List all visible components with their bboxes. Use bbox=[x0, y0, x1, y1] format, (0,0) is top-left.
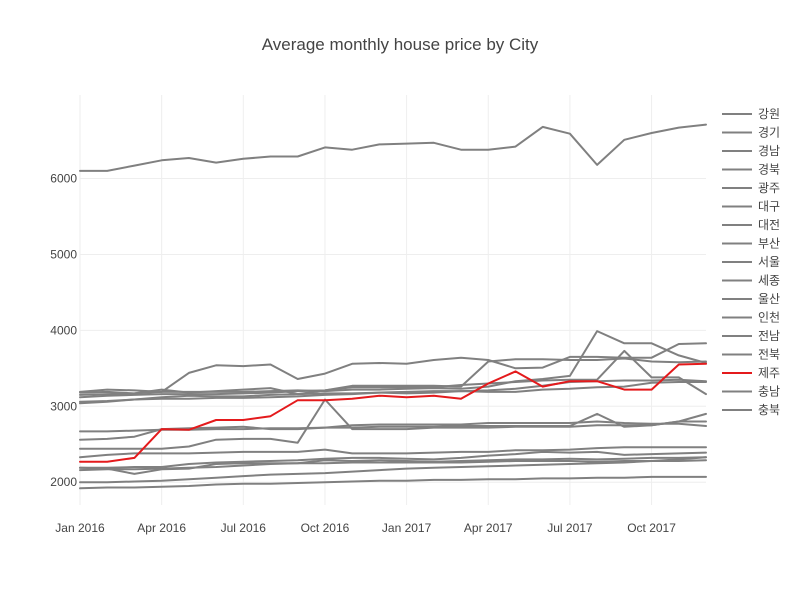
series-line-경북 bbox=[79, 420, 707, 441]
legend-item[interactable]: 세종 bbox=[722, 274, 780, 288]
legend-item[interactable]: 서울 bbox=[722, 255, 780, 269]
x-tick-label: Jul 2017 bbox=[547, 521, 593, 535]
series-line-강원 bbox=[79, 123, 707, 172]
legend-item[interactable]: 충북 bbox=[722, 403, 780, 417]
y-tick-label: 3000 bbox=[50, 399, 77, 413]
legend-label: 경북 bbox=[758, 163, 780, 177]
legend-label: 충북 bbox=[758, 403, 780, 417]
legend-item[interactable]: 전남 bbox=[722, 329, 780, 343]
series-line-광주 bbox=[79, 398, 707, 450]
x-tick-label: Jan 2017 bbox=[382, 521, 432, 535]
x-tick-label: Oct 2017 bbox=[627, 521, 676, 535]
series-line-충북 bbox=[79, 475, 707, 490]
legend-item[interactable]: 인천 bbox=[722, 310, 780, 325]
legend-item[interactable]: 울산 bbox=[722, 292, 780, 306]
series-line-충남 bbox=[79, 459, 707, 475]
legend-item[interactable]: 광주 bbox=[722, 181, 780, 195]
legend-item[interactable]: 경북 bbox=[722, 163, 780, 177]
legend-label: 강원 bbox=[758, 107, 780, 121]
legend-item[interactable]: 제주 bbox=[722, 366, 780, 380]
legend-item[interactable]: 경남 bbox=[722, 144, 780, 158]
x-tick-label: Jul 2016 bbox=[221, 521, 267, 535]
legend-item[interactable]: 경기 bbox=[722, 126, 780, 140]
legend-label: 대전 bbox=[758, 218, 780, 232]
series-line-전남 bbox=[79, 446, 707, 459]
series-lines bbox=[79, 123, 707, 490]
series-line-서울 bbox=[79, 381, 707, 405]
x-tick-label: Apr 2017 bbox=[464, 521, 513, 535]
legend-item[interactable]: 강원 bbox=[722, 107, 780, 121]
legend-label: 대구 bbox=[758, 200, 780, 214]
legend-label: 광주 bbox=[758, 181, 780, 195]
legend-label: 경기 bbox=[758, 126, 780, 140]
y-axis-ticks: 2000 3000 4000 5000 6000 bbox=[50, 172, 77, 490]
legend-label: 제주 bbox=[758, 366, 780, 380]
series-line-대전 bbox=[79, 450, 707, 469]
y-tick-label: 5000 bbox=[50, 247, 77, 261]
legend-item[interactable]: 전북 bbox=[722, 348, 780, 362]
legend-label: 경남 bbox=[758, 144, 780, 158]
legend-label: 세종 bbox=[758, 274, 780, 288]
series-line-제주 bbox=[79, 362, 707, 463]
legend-label: 충남 bbox=[758, 385, 780, 399]
legend-item[interactable]: 충남 bbox=[722, 385, 780, 399]
legend-item[interactable]: 부산 bbox=[722, 237, 780, 251]
y-tick-label: 6000 bbox=[50, 172, 77, 186]
y-tick-label: 2000 bbox=[50, 475, 77, 489]
chart-title: Average monthly house price by City bbox=[262, 35, 539, 54]
series-line-전북 bbox=[79, 456, 707, 484]
legend-label: 인천 bbox=[758, 310, 780, 325]
legend-label: 전남 bbox=[758, 329, 780, 343]
legend-label: 서울 bbox=[758, 255, 780, 269]
legend-label: 전북 bbox=[758, 348, 780, 362]
y-tick-label: 4000 bbox=[50, 323, 77, 337]
series-line-울산 bbox=[79, 349, 707, 399]
legend-item[interactable]: 대전 bbox=[722, 218, 780, 232]
series-line-부산 bbox=[79, 342, 707, 393]
x-tick-label: Apr 2016 bbox=[137, 521, 186, 535]
x-tick-label: Oct 2016 bbox=[301, 521, 350, 535]
x-tick-label: Jan 2016 bbox=[55, 521, 105, 535]
legend-label: 부산 bbox=[758, 237, 780, 251]
legend-item[interactable]: 대구 bbox=[722, 200, 780, 214]
x-axis-ticks: Jan 2016 Apr 2016 Jul 2016 Oct 2016 Jan 2017… bbox=[55, 521, 676, 535]
legend-label: 울산 bbox=[758, 292, 780, 306]
gridlines bbox=[79, 95, 706, 505]
series-line-세종 bbox=[79, 330, 707, 396]
